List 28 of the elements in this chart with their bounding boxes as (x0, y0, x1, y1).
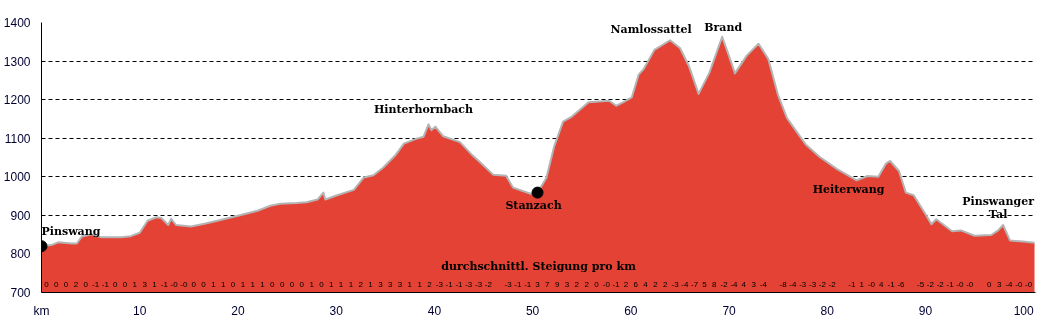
x-tick-label: 10 (133, 303, 147, 318)
annotation: Brand (704, 21, 743, 35)
x-tick-label: km (33, 303, 50, 318)
y-tick-label: 800 (10, 247, 31, 262)
y-tick-label: 1300 (3, 54, 31, 69)
text: 0 0 0 2 0 -1 -1 0 0 1 3 1 -1 -0 -0 0 0 1 1 0 1 1 1 0 0 0 0 1 0 1 1 1 2 1 3 3 3 1 1 2 -3 -1 -1 -3 -3 -2 -3 -1 -1 3 7 9 3 2 2 0 -0 -1 2 6 4 2 2 -3 -4 -7 5 8 -2 -4 4 3 -4 -8 -4 -3 -3 -2 -2 -1 1 -0 4 -1 -6 -5 -2 -2 -1 -0 -0 0 3 -4 -0 -0 (44, 280, 1033, 289)
x-tick-label: 40 (427, 303, 442, 318)
annotation: Stanzach (505, 199, 562, 213)
y-tick-label: 1200 (3, 93, 31, 108)
x-tick-label: 60 (624, 303, 638, 318)
annotation: Pinswang (41, 224, 101, 238)
x-tick-label: 70 (722, 303, 737, 318)
x-tick-label: 30 (329, 303, 344, 318)
y-tick-label: 1400 (3, 16, 31, 30)
annotation: Namlossattel (610, 22, 692, 36)
x-tick-label: 90 (918, 303, 933, 318)
y-tick-label: 1100 (4, 131, 31, 146)
annotation: durchschnittl. Steigung pro km (441, 260, 637, 273)
y-tick-label: 1000 (3, 170, 31, 185)
x-tick-label: 20 (231, 303, 245, 318)
annotation: Heiterwang (812, 182, 885, 196)
x-tick-label: 50 (525, 303, 540, 318)
x-tick-label: 100 (1013, 303, 1035, 318)
y-tick-label: 700 (10, 286, 31, 300)
y-tick-label: 900 (10, 208, 31, 223)
annotation: Hinterhornbach (373, 102, 474, 116)
annotation: Pinswanger Tal (962, 195, 1035, 221)
x-tick-label: 80 (820, 303, 835, 318)
